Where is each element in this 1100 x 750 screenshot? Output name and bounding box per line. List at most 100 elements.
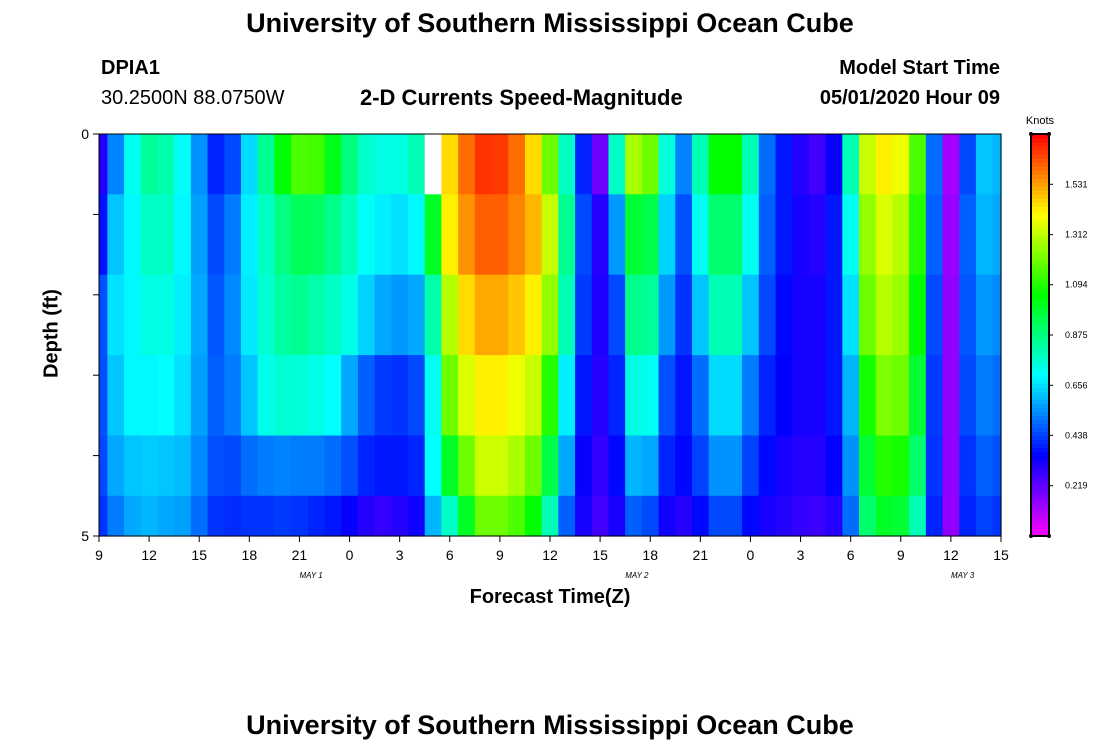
- heatmap-cell: [174, 495, 192, 537]
- heatmap-cell: [391, 435, 409, 497]
- heatmap-cell: [758, 134, 777, 195]
- colorbar-segment: [1031, 383, 1049, 388]
- heatmap-cell: [324, 355, 342, 437]
- heatmap-cell: [190, 355, 209, 437]
- heatmap-cell: [474, 194, 493, 276]
- heatmap-cell: [174, 355, 192, 437]
- x-tick-label: 0: [346, 547, 354, 563]
- colorbar-segment: [1031, 343, 1049, 348]
- heatmap-cell: [341, 274, 359, 356]
- heatmap-cell: [307, 274, 326, 356]
- heatmap-cell: [341, 134, 359, 195]
- colorbar-segment: [1031, 186, 1049, 191]
- heatmap-cell: [591, 134, 610, 195]
- heatmap-cell: [140, 194, 159, 276]
- heatmap-cell: [357, 194, 376, 276]
- colorbar-segment: [1031, 134, 1049, 139]
- colorbar-segment: [1031, 475, 1049, 481]
- heatmap-cell: [892, 134, 910, 195]
- heatmap-cell: [341, 435, 359, 497]
- y-tick-label: 5: [81, 528, 89, 544]
- heatmap-cell: [224, 355, 242, 437]
- colorbar-segment: [1031, 162, 1049, 167]
- colorbar-segment: [1031, 443, 1049, 449]
- heatmap-cell: [608, 134, 626, 195]
- heatmap-cell: [491, 355, 509, 437]
- heatmap-cell: [691, 435, 710, 497]
- heatmap-cell: [708, 435, 726, 497]
- heatmap-cell: [458, 134, 476, 195]
- heatmap-cell: [658, 355, 676, 437]
- heatmap-cell: [658, 495, 676, 537]
- colorbar-segment: [1031, 439, 1049, 445]
- heatmap-cell: [257, 194, 275, 276]
- colorbar-segment: [1031, 427, 1049, 432]
- heatmap-cell: [792, 274, 810, 356]
- heatmap-cell: [257, 134, 275, 195]
- heatmap-cell: [391, 355, 409, 437]
- heatmap-cell: [909, 355, 927, 437]
- heatmap-cell: [291, 355, 309, 437]
- heatmap-cell: [792, 134, 810, 195]
- heatmap-cell: [975, 355, 994, 437]
- x-tick-label: 12: [141, 547, 157, 563]
- heatmap-cell: [808, 134, 827, 195]
- x-date-label: MAY 1: [299, 571, 322, 580]
- heatmap-cell: [374, 134, 392, 195]
- heatmap-cell: [775, 495, 793, 537]
- heatmap-cell: [408, 495, 426, 537]
- heatmap-cell: [775, 194, 793, 276]
- x-tick-label: 12: [943, 547, 959, 563]
- heatmap-cell: [207, 435, 225, 497]
- x-tick-label: 12: [542, 547, 558, 563]
- heatmap-cell: [341, 194, 359, 276]
- colorbar-segment: [1031, 242, 1049, 248]
- heatmap-cell: [157, 134, 175, 195]
- colorbar-tick-label: 0.656: [1065, 380, 1088, 390]
- colorbar-segment: [1031, 399, 1049, 404]
- colorbar-segment: [1031, 451, 1049, 457]
- colorbar-segment: [1031, 379, 1049, 384]
- colorbar-segment: [1031, 258, 1049, 264]
- colorbar-segment: [1031, 298, 1049, 304]
- heatmap-cell: [925, 355, 944, 437]
- heatmap-cell: [825, 194, 843, 276]
- heatmap-cell: [808, 495, 827, 537]
- heatmap-cell: [524, 194, 543, 276]
- colorbar-segment: [1031, 339, 1049, 344]
- heatmap-cell: [508, 134, 526, 195]
- colorbar-segment: [1031, 415, 1049, 420]
- heatmap-cell: [124, 435, 142, 497]
- heatmap-cell: [641, 134, 660, 195]
- heatmap-cell: [99, 355, 108, 437]
- heatmap-cell: [859, 435, 877, 497]
- heatmap-cell: [174, 134, 192, 195]
- heatmap-cell: [524, 495, 543, 537]
- heatmap-cell: [374, 495, 392, 537]
- heatmap-cell: [742, 134, 760, 195]
- colorbar-segment: [1031, 214, 1049, 219]
- heatmap-cell: [441, 194, 459, 276]
- heatmap-cell: [274, 435, 292, 497]
- colorbar-segment: [1031, 347, 1049, 352]
- page-title-bottom: University of Southern Mississippi Ocean…: [246, 710, 854, 740]
- heatmap-cell: [240, 495, 259, 537]
- heatmap-cell: [207, 495, 225, 537]
- colorbar-segment: [1031, 511, 1049, 517]
- heatmap-cell: [207, 274, 225, 356]
- heatmap-cell: [541, 274, 559, 356]
- heatmap-cell: [959, 435, 977, 497]
- heatmap-cell: [424, 274, 443, 356]
- colorbar-tick-label: 0.875: [1065, 330, 1088, 340]
- heatmap-cell: [508, 435, 526, 497]
- colorbar-segment: [1031, 282, 1049, 288]
- colorbar-segment: [1031, 146, 1049, 151]
- heatmap-cell: [725, 194, 743, 276]
- heatmap-cell: [474, 495, 493, 537]
- heatmap-cell: [408, 274, 426, 356]
- colorbar-segment: [1031, 419, 1049, 424]
- colorbar-segment: [1031, 387, 1049, 392]
- heatmap-cell: [324, 435, 342, 497]
- colorbar-tick-label: 0.438: [1065, 430, 1088, 440]
- heatmap-cell: [859, 134, 877, 195]
